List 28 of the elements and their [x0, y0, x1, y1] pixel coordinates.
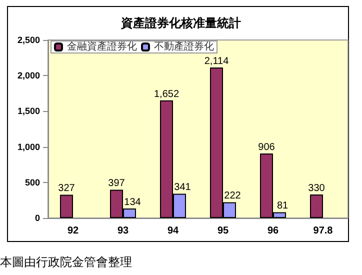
legend-label: 金融資產證券化 — [67, 40, 137, 52]
y-tick-label: 0 — [34, 213, 40, 223]
chart-title: 資產證券化核准量統計 — [120, 16, 241, 30]
legend-label: 不動產證券化 — [154, 40, 214, 52]
data-label: 1,652 — [154, 88, 180, 100]
y-tick-label: 1,500 — [17, 106, 40, 116]
bar — [310, 194, 323, 218]
y-tick-label: 2,500 — [17, 35, 40, 45]
data-label: 330 — [308, 183, 326, 194]
data-label: 397 — [108, 178, 126, 190]
x-tick-label: 95 — [217, 226, 229, 236]
data-label: 81 — [276, 200, 288, 212]
x-tick-label: 97.8 — [313, 226, 334, 236]
y-tick-label: 2,000 — [17, 70, 40, 81]
data-label: 134 — [124, 196, 142, 208]
x-tick-label: 96 — [267, 226, 279, 236]
text: 本圖由行政院金管會整理 — [0, 254, 132, 271]
data-label: 341 — [174, 182, 192, 194]
data-label: 222 — [224, 190, 242, 202]
x-tick-label: 92 — [67, 226, 79, 236]
x-tick-label: 93 — [117, 226, 129, 236]
bar — [60, 194, 73, 218]
data-label: 327 — [58, 183, 76, 194]
data-label: 906 — [258, 142, 276, 153]
x-tick-label: 94 — [167, 226, 179, 236]
data-label: 2,114 — [204, 56, 230, 67]
y-tick-label: 500 — [24, 177, 40, 188]
y-tick-label: 1,000 — [17, 142, 40, 152]
